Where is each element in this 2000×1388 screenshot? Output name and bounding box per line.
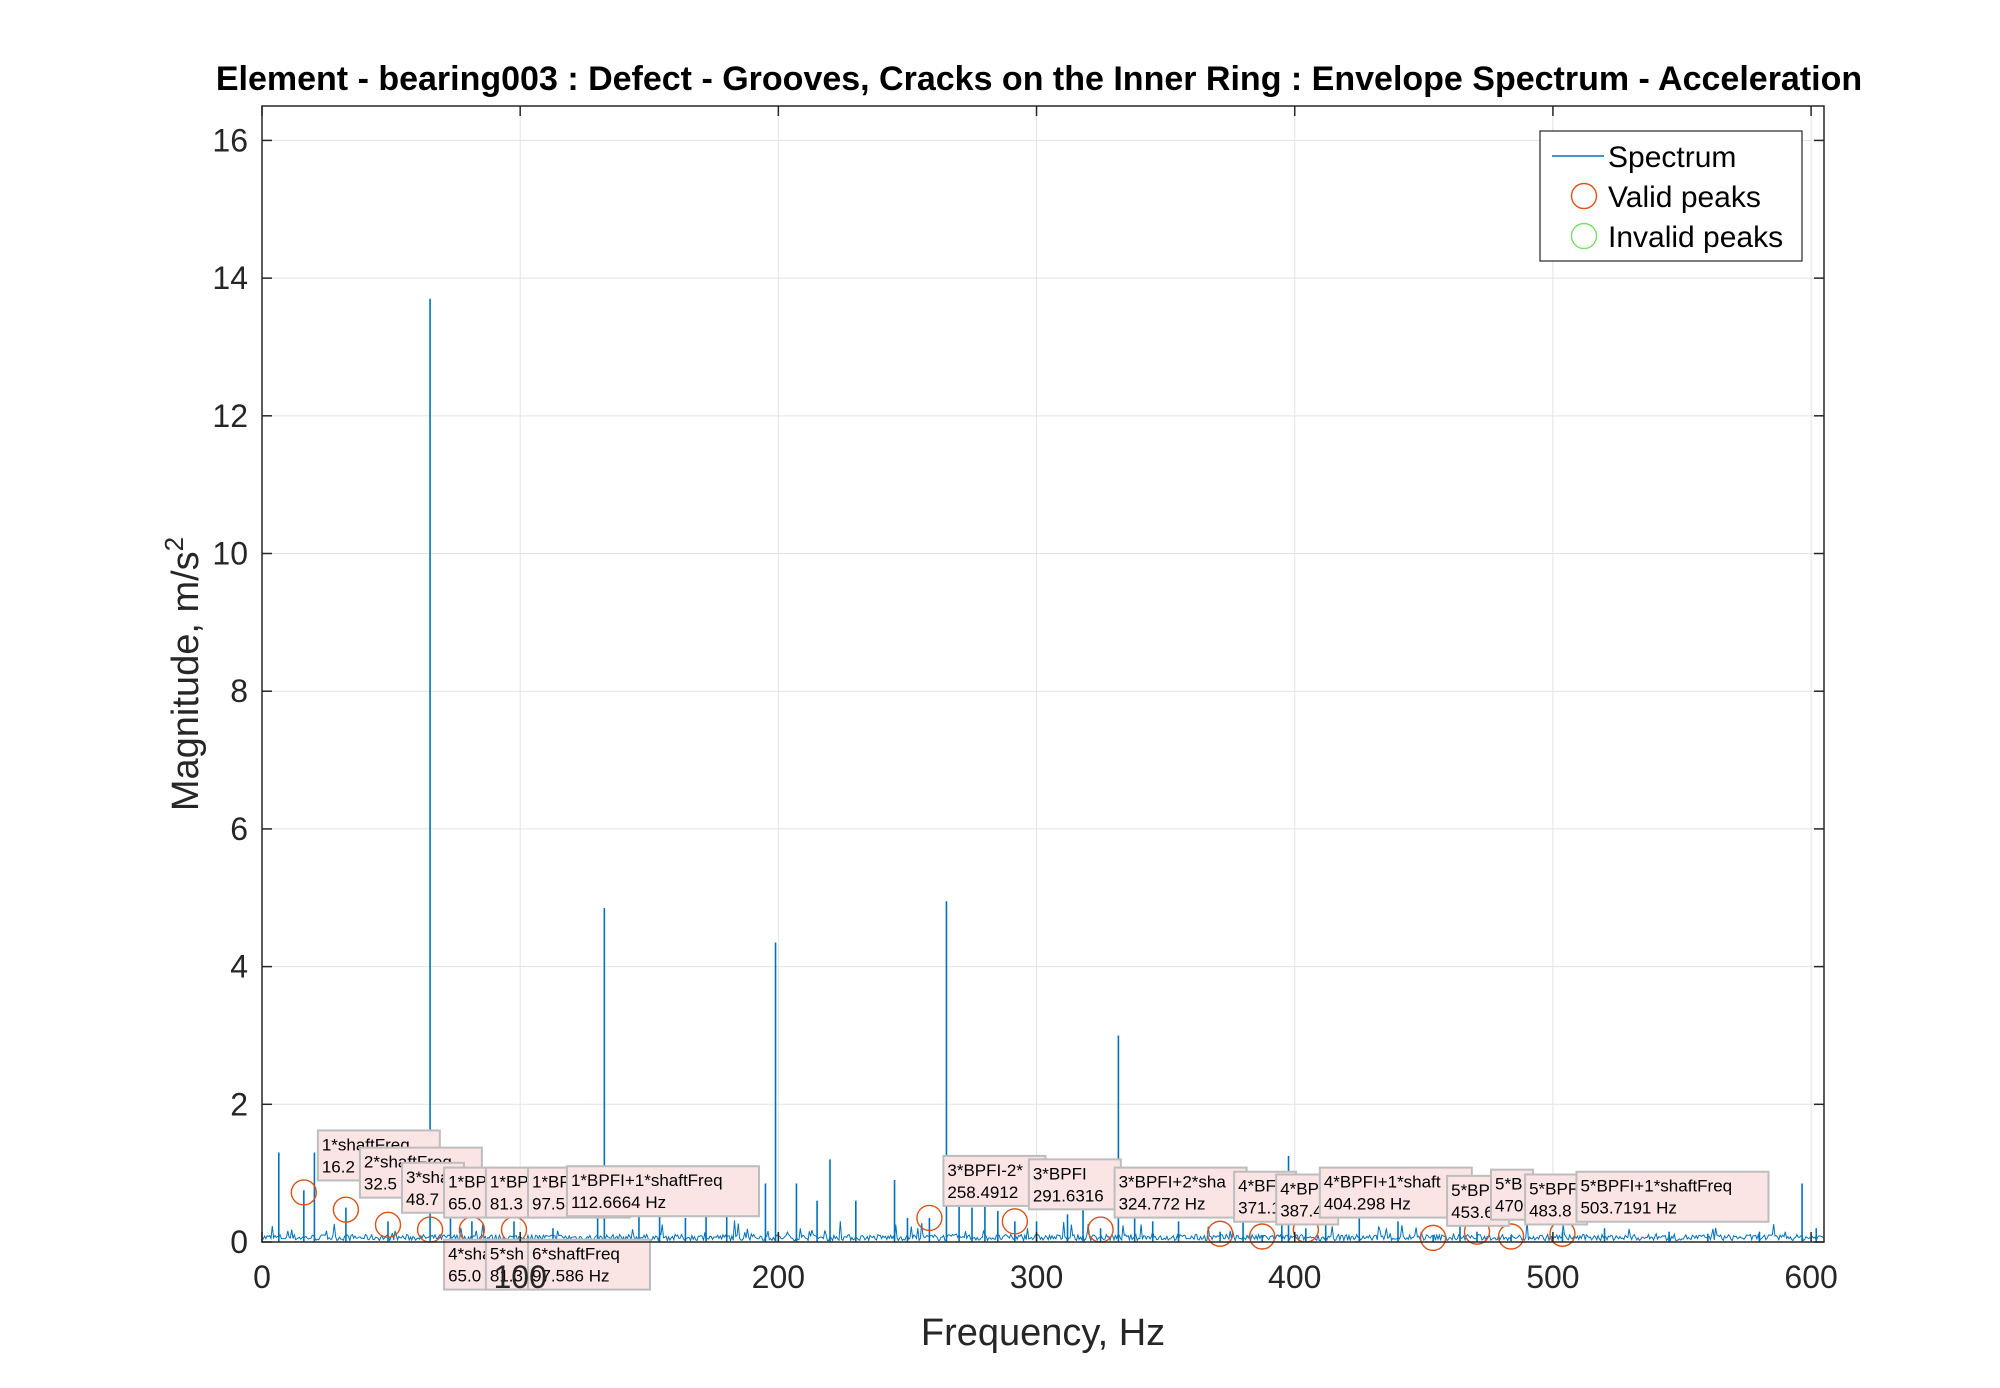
peak-annotation-frequency: 258.4912 — [947, 1183, 1018, 1202]
peak-annotation-frequency: 324.772 Hz — [1119, 1195, 1206, 1214]
valid-peak-marker — [374, 1211, 402, 1238]
valid-peak-marker — [1206, 1220, 1234, 1247]
y-tick-label: 16 — [212, 122, 248, 158]
peak-annotation-name: 5*B — [1495, 1175, 1522, 1194]
peak-annotation-name: 3*sha — [406, 1168, 450, 1187]
y-tick-label: 2 — [230, 1086, 248, 1122]
peak-annotation-name: 4*BPFI+1*shaft — [1324, 1173, 1441, 1192]
legend-valid-peaks-marker — [1570, 182, 1598, 210]
grid-lines — [262, 106, 1824, 1242]
y-axis-label-text: Magnitude, m/s — [165, 551, 207, 811]
peak-annotation-name: 6*shaftFreq — [532, 1245, 620, 1264]
peak-annotation-name: 5*BP — [1451, 1181, 1490, 1200]
peak-annotation-name: 4*BF — [1238, 1177, 1276, 1196]
y-tick-label: 6 — [230, 811, 248, 847]
peak-annotation-frequency: 291.6316 — [1033, 1186, 1104, 1205]
peak-annotation-name: 1*BP — [490, 1173, 529, 1192]
peak-annotation-name: 4*BP — [1280, 1179, 1319, 1198]
peak-annotation: 3*BPFI+2*sha 324.772 Hz — [1113, 1166, 1248, 1219]
peak-annotation-box — [1113, 1166, 1248, 1219]
valid-peak-marker — [1419, 1224, 1447, 1252]
valid-peak-marker — [916, 1204, 943, 1232]
x-tick-label: 600 — [1784, 1259, 1837, 1295]
y-axis-label: Magnitude, m/s2 — [159, 537, 207, 811]
peak-annotation-name: 1*BPFI+1*shaftFreq — [571, 1171, 723, 1190]
peak-annotation-name: 4*sha — [448, 1245, 492, 1264]
plot-frame — [261, 105, 1825, 1243]
peak-annotation-frequency: 65.0 — [448, 1195, 481, 1214]
peak-annotation-frequency: 387.4 — [1280, 1201, 1323, 1220]
x-tick-label: 200 — [752, 1259, 805, 1295]
valid-peak-marker — [332, 1196, 360, 1223]
peak-annotation-name: 1*BP — [532, 1173, 571, 1192]
chart-title: Element - bearing003 : Defect - Grooves,… — [216, 60, 1862, 98]
peak-annotation-frequency: 453.6 — [1451, 1203, 1494, 1222]
plot-area — [262, 106, 1824, 1242]
peak-annotation-name: 3*BPFI-2* — [947, 1161, 1023, 1180]
peak-annotation-frequency: 371.1 — [1238, 1199, 1281, 1218]
peak-annotation-frequency: 404.298 Hz — [1324, 1195, 1411, 1214]
peak-annotation-frequency: 97.586 Hz — [532, 1267, 610, 1286]
legend-spectrum-label: Spectrum — [1608, 141, 1736, 174]
peak-annotation-name: 5*BPFI+1*shaftFreq — [1580, 1177, 1732, 1196]
peak-annotations: 1*shaftFreq16.22*shaftFreq32.53*sha48.71… — [316, 1129, 1770, 1291]
peak-annotation-name: 5*sh — [490, 1245, 524, 1264]
peak-annotation-name: 5*BPF — [1529, 1179, 1578, 1198]
peak-annotation: 6*shaftFreq 97.586 Hz — [526, 1238, 651, 1291]
legend-valid-peaks-label: Valid peaks — [1608, 181, 1761, 214]
peak-annotation-name: 3*BPFI+2*sha — [1119, 1173, 1227, 1192]
x-tick-label: 0 — [253, 1259, 271, 1295]
peak-annotation-frequency: 81.3 — [490, 1195, 523, 1214]
peak-annotation-box — [526, 1238, 651, 1291]
peak-annotation-name: 3*BPFI — [1033, 1164, 1087, 1183]
y-tick-label: 14 — [212, 260, 248, 296]
peak-annotation-box — [1027, 1158, 1122, 1211]
peak-annotation-frequency: 16.2 — [322, 1157, 355, 1176]
y-tick-label: 4 — [230, 949, 248, 985]
peak-annotation-frequency: 483.8 — [1529, 1201, 1572, 1220]
peak-annotation: 5*BPFI+1*shaftFreq 503.7191 Hz — [1575, 1170, 1770, 1223]
x-tick-label: 100 — [493, 1259, 546, 1295]
legend-box — [1539, 130, 1803, 262]
y-tick-label: 8 — [230, 673, 248, 709]
valid-peak-marker — [290, 1179, 318, 1206]
peak-annotation: 1*BPFI+1*shaftFreq 112.6664 Hz — [565, 1165, 760, 1218]
x-tick-label: 300 — [1010, 1259, 1063, 1295]
legend-invalid-peaks-marker — [1570, 222, 1598, 250]
valid-peak-marker — [1497, 1223, 1525, 1250]
peak-annotation-frequency: 32.5 — [364, 1175, 397, 1194]
x-tick-label: 500 — [1526, 1259, 1579, 1295]
peak-annotation-frequency: 470 — [1495, 1197, 1523, 1216]
y-tick-label: 12 — [212, 398, 248, 434]
peak-annotation-box — [1575, 1170, 1770, 1223]
peak-annotation-name: 1*BP — [448, 1173, 487, 1192]
valid-peak-marker — [1248, 1223, 1276, 1250]
axis-ticks: 0 100 200 300 400 500 600 0 2 4 6 8 10 12 14 16 — [212, 106, 1838, 1295]
y-tick-label: 10 — [212, 536, 248, 572]
legend: Spectrum Valid peaks Invalid peaks — [1539, 130, 1803, 262]
peak-annotation-frequency: 48.7 — [406, 1190, 439, 1209]
peak-annotation-frequency: 81.3 — [490, 1267, 523, 1286]
y-tick-label: 0 — [230, 1224, 248, 1260]
peak-annotation-frequency: 503.7191 Hz — [1580, 1199, 1676, 1218]
x-axis-label: Frequency, Hz — [921, 1312, 1165, 1354]
peak-annotation-frequency: 112.6664 Hz — [571, 1193, 666, 1212]
peak-annotation: 3*BPFI 291.6316 — [1027, 1158, 1122, 1211]
peak-annotation-frequency: 65.0 — [448, 1267, 481, 1286]
valid-peak-marker — [1001, 1208, 1029, 1235]
y-axis-label-superscript: 2 — [159, 537, 189, 551]
legend-invalid-peaks-label: Invalid peaks — [1608, 221, 1783, 254]
x-tick-label: 400 — [1268, 1259, 1321, 1295]
peak-annotation-box — [565, 1165, 760, 1218]
